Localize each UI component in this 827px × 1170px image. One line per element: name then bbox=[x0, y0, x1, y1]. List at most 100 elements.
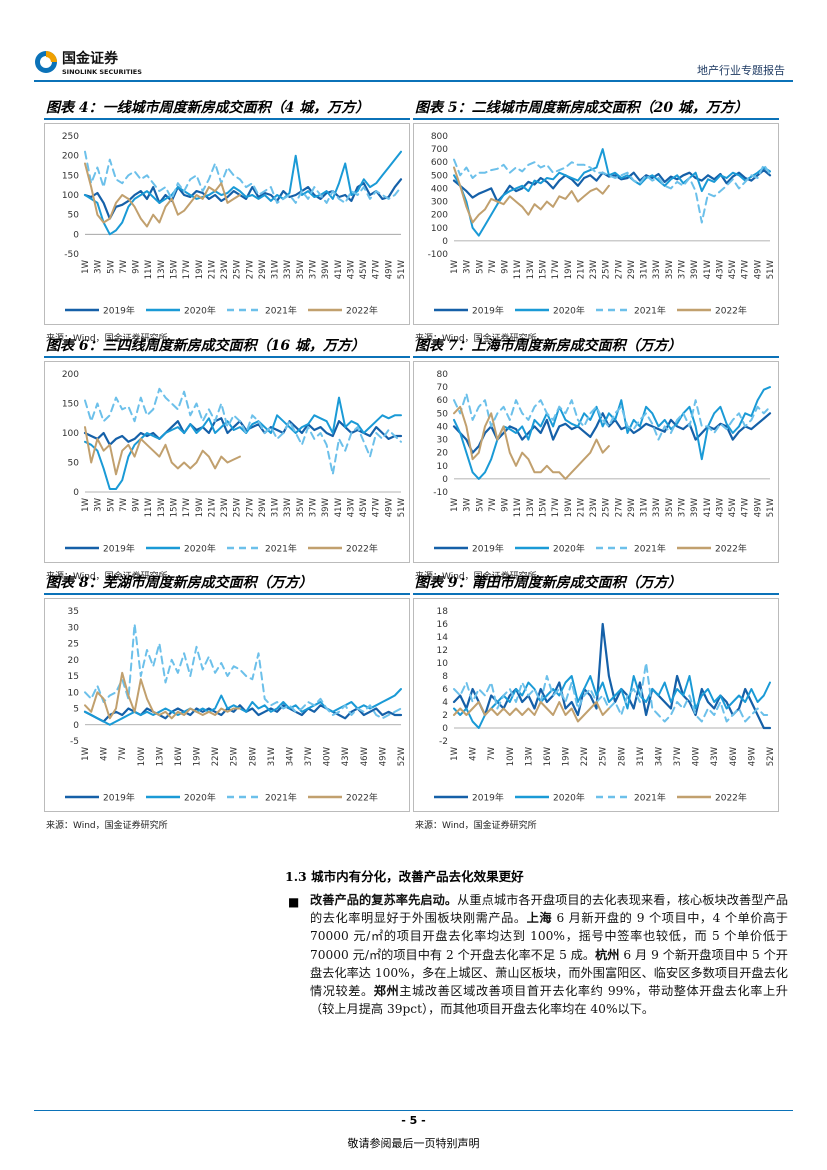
y-tick-label: 2 bbox=[442, 711, 448, 721]
source-note: 来源：Wind，国金证券研究所 bbox=[46, 572, 168, 582]
y-tick-label: 0 bbox=[442, 237, 448, 247]
x-tick-label: 23W bbox=[220, 259, 230, 279]
x-tick-label: 47W bbox=[372, 497, 382, 517]
legend-label: 2021年 bbox=[265, 792, 297, 804]
x-tick-label: 1W bbox=[450, 497, 460, 511]
x-tick-label: 47W bbox=[741, 259, 751, 279]
series-line-2021年 bbox=[453, 392, 771, 441]
x-tick-label: 13W bbox=[526, 259, 536, 279]
y-tick-label: 100 bbox=[62, 429, 79, 439]
y-tick-label: 60 bbox=[437, 396, 449, 406]
x-tick-label: 13W bbox=[526, 497, 536, 517]
y-tick-label: 5 bbox=[73, 705, 79, 715]
source-note: 来源：Wind，国金证券研究所 bbox=[415, 572, 537, 582]
y-tick-label: 18 bbox=[437, 607, 449, 617]
y-tick-label: 30 bbox=[437, 436, 449, 446]
series-line-2022年 bbox=[84, 162, 241, 228]
y-tick-label: 700 bbox=[431, 145, 448, 155]
y-tick-label: 200 bbox=[62, 370, 79, 380]
x-tick-label: 17W bbox=[551, 497, 561, 517]
y-tick-label: 100 bbox=[431, 224, 448, 234]
x-tick-label: 5W bbox=[475, 497, 485, 511]
x-tick-label: 33W bbox=[652, 497, 662, 517]
x-tick-label: 19W bbox=[195, 497, 205, 517]
x-tick-label: 33W bbox=[283, 259, 293, 279]
x-tick-label: 28W bbox=[617, 746, 627, 766]
y-tick-label: 150 bbox=[62, 171, 79, 181]
legend-label: 2019年 bbox=[103, 792, 135, 804]
y-tick-label: 0 bbox=[442, 724, 448, 734]
x-tick-label: 45W bbox=[359, 497, 369, 517]
y-tick-label: 25 bbox=[68, 640, 79, 650]
x-tick-label: 1W bbox=[450, 746, 460, 760]
series-line-2022年 bbox=[453, 701, 610, 723]
series-line-2020年 bbox=[84, 150, 402, 236]
x-tick-label: 25W bbox=[602, 259, 612, 279]
x-tick-label: 7W bbox=[119, 259, 129, 273]
x-tick-label: 7W bbox=[488, 259, 498, 273]
header-divider bbox=[34, 80, 793, 82]
y-tick-label: 20 bbox=[68, 656, 80, 666]
x-tick-label: 9W bbox=[132, 497, 142, 511]
series-line-2021年 bbox=[84, 387, 402, 476]
x-tick-label: 9W bbox=[501, 259, 511, 273]
y-tick-label: 14 bbox=[437, 633, 449, 643]
x-tick-label: 51W bbox=[397, 497, 407, 517]
chart-title: 图表 5：二线城市周度新房成交面积（20 城，万方） bbox=[413, 98, 779, 120]
y-tick-label: 800 bbox=[431, 132, 448, 142]
y-tick-label: 50 bbox=[437, 409, 449, 419]
series-line-2020年 bbox=[453, 675, 771, 729]
x-tick-label: 34W bbox=[285, 746, 295, 766]
source-note: 来源：Wind，国金证券研究所 bbox=[415, 334, 537, 344]
x-tick-label: 3W bbox=[94, 497, 104, 511]
chart-title: 图表 6：三四线周度新房成交面积（16 城，万方） bbox=[44, 336, 410, 358]
y-tick-label: 50 bbox=[68, 459, 80, 469]
body-paragraph: 改善产品的复苏率先启动。从重点城市各开盘项目的去化表现来看，核心板块改善型产品的… bbox=[310, 891, 788, 1018]
x-tick-label: 35W bbox=[665, 497, 675, 517]
y-tick-label: 4 bbox=[442, 698, 448, 708]
y-tick-label: 500 bbox=[431, 171, 448, 181]
x-tick-label: 7W bbox=[488, 497, 498, 511]
x-tick-label: 46W bbox=[729, 746, 739, 766]
x-tick-label: 27W bbox=[245, 259, 255, 279]
chart-c6: 200 150 100 50 01W 3W 5W 7W 9W 11W 13W 15W 17W 19W 21W… bbox=[62, 370, 407, 555]
x-tick-label: 11W bbox=[513, 497, 523, 517]
legend-label: 2021年 bbox=[265, 543, 297, 555]
x-tick-label: 41W bbox=[703, 259, 713, 279]
x-tick-label: 4W bbox=[469, 746, 479, 760]
x-tick-label: 43W bbox=[346, 259, 356, 279]
series-line-2019年 bbox=[452, 412, 772, 454]
x-tick-label: 27W bbox=[614, 259, 624, 279]
x-tick-label: 45W bbox=[359, 259, 369, 279]
y-tick-label: 600 bbox=[431, 158, 448, 168]
y-tick-label: 20 bbox=[437, 449, 449, 459]
legend-label: 2022年 bbox=[346, 792, 378, 804]
x-tick-label: 29W bbox=[258, 497, 268, 517]
x-tick-label: 11W bbox=[144, 259, 154, 279]
x-tick-label: 41W bbox=[334, 259, 344, 279]
x-tick-label: 3W bbox=[463, 497, 473, 511]
panel-c8: 图表 8：芜湖市周度新房成交面积（万方） 35 30 25 20 15 10 5 0 -5 1W 4… bbox=[44, 573, 410, 831]
sinolink-logo-icon: 国金证券 SINOLINK SECURITIES bbox=[35, 50, 142, 76]
x-tick-label: 27W bbox=[245, 497, 255, 517]
x-tick-label: 37W bbox=[309, 497, 319, 517]
series-line-2021年 bbox=[453, 662, 771, 723]
x-tick-label: 43W bbox=[715, 259, 725, 279]
chart-title: 图表 7：上海市周度新房成交面积（万方） bbox=[413, 336, 779, 358]
x-tick-label: 37W bbox=[673, 746, 683, 766]
x-tick-label: 19W bbox=[195, 259, 205, 279]
para-city-shanghai: 上海 bbox=[526, 911, 553, 926]
x-tick-label: 31W bbox=[640, 497, 650, 517]
legend-label: 2019年 bbox=[472, 792, 504, 804]
legend-label: 2021年 bbox=[634, 792, 666, 804]
y-tick-label: 16 bbox=[437, 620, 449, 630]
legend-label: 2021年 bbox=[634, 305, 666, 317]
x-tick-label: 43W bbox=[715, 497, 725, 517]
y-tick-label: 0 bbox=[73, 721, 79, 731]
x-tick-label: 51W bbox=[397, 259, 407, 279]
x-tick-label: 13W bbox=[524, 746, 534, 766]
legend-label: 2021年 bbox=[265, 305, 297, 317]
y-tick-label: 10 bbox=[437, 659, 449, 669]
para-city-hangzhou: 杭州 bbox=[595, 947, 620, 962]
series-line-2020年 bbox=[453, 148, 771, 237]
